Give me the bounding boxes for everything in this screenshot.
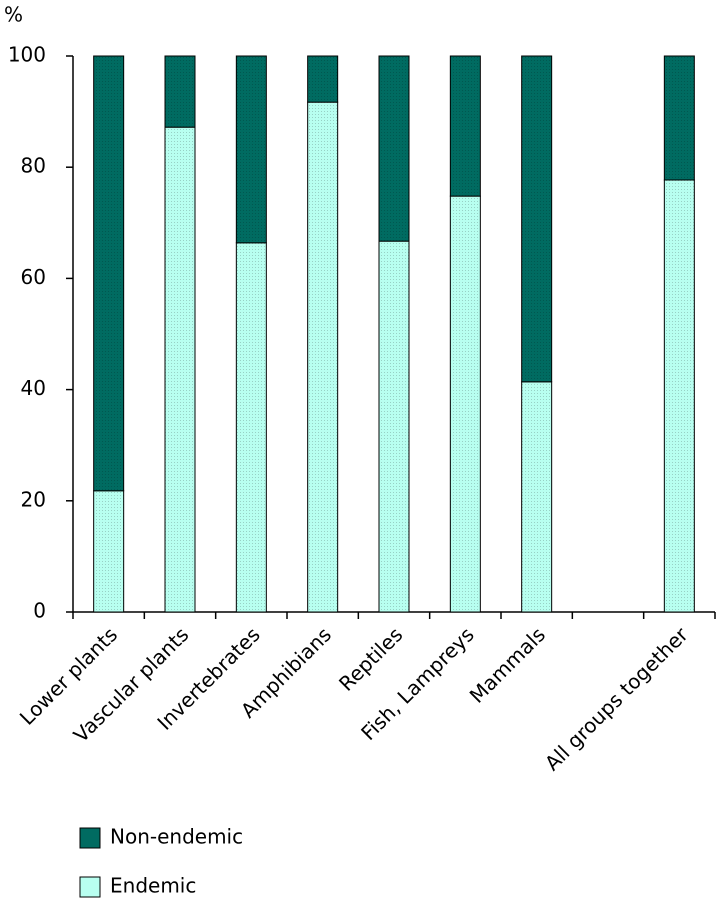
legend-label: Endemic bbox=[110, 874, 196, 898]
bar-segment bbox=[449, 195, 481, 613]
bar-segment bbox=[449, 55, 481, 197]
y-tick-label: 20 bbox=[21, 487, 46, 511]
bar-segment bbox=[93, 55, 125, 492]
x-tick-label: All groups together bbox=[540, 622, 693, 775]
y-tick-label: 60 bbox=[21, 265, 46, 289]
bar-segment bbox=[521, 55, 553, 383]
bar-segment bbox=[663, 179, 695, 613]
x-tick-label: Mammals bbox=[465, 622, 550, 707]
y-tick-label: 80 bbox=[21, 154, 46, 178]
bar-segment bbox=[663, 55, 695, 181]
bar-segment bbox=[164, 55, 196, 128]
bar-segment bbox=[93, 490, 125, 613]
bar-segment bbox=[307, 101, 339, 613]
legend-swatch bbox=[79, 827, 101, 849]
bar-segment bbox=[378, 240, 410, 613]
bar-segment bbox=[521, 381, 553, 613]
bar-segment bbox=[378, 55, 410, 242]
legend-swatch bbox=[79, 876, 101, 898]
bar-segment bbox=[307, 55, 339, 103]
y-tick-label: 0 bbox=[33, 599, 46, 623]
x-tick-label: Reptiles bbox=[334, 622, 407, 695]
legend-label: Non-endemic bbox=[110, 825, 243, 849]
bar-segment bbox=[235, 55, 267, 244]
y-axis-label: % bbox=[4, 3, 23, 27]
bar-segment bbox=[235, 242, 267, 613]
bar-segment bbox=[164, 126, 196, 613]
y-tick-label: 100 bbox=[8, 43, 46, 67]
y-tick-label: 40 bbox=[21, 376, 46, 400]
